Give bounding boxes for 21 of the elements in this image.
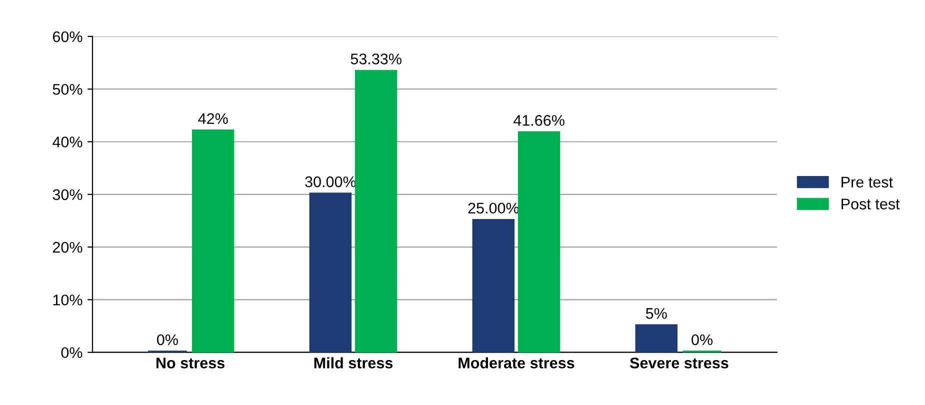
y-tick-label: 0%	[61, 347, 82, 358]
data-label: 41.66%	[514, 115, 564, 126]
x-tick-label: Moderate stress	[458, 357, 574, 368]
data-label: 0%	[157, 334, 178, 346]
legend-label: Pre test	[842, 176, 893, 188]
y-tick-label: 30%	[52, 189, 82, 200]
y-tick-label: 50%	[52, 84, 82, 95]
y-tick-label: 60%	[52, 31, 82, 42]
data-label: 53.33%	[350, 54, 402, 64]
y-tick-label: 10%	[53, 294, 82, 306]
data-label: 25.00%	[468, 202, 519, 214]
x-tick-label: Mild stress	[314, 357, 393, 368]
data-label: 30.00%	[305, 176, 356, 188]
x-tick-label: Severe stress	[630, 358, 728, 368]
data-label: 0%	[692, 334, 713, 346]
data-label: 42%	[198, 113, 228, 124]
x-tick-label: No stress	[156, 358, 224, 368]
y-tick-label: 20%	[52, 242, 82, 253]
data-label: 5%	[646, 308, 667, 319]
y-tick-label: 40%	[52, 136, 82, 148]
legend-label: Post test	[842, 198, 900, 210]
